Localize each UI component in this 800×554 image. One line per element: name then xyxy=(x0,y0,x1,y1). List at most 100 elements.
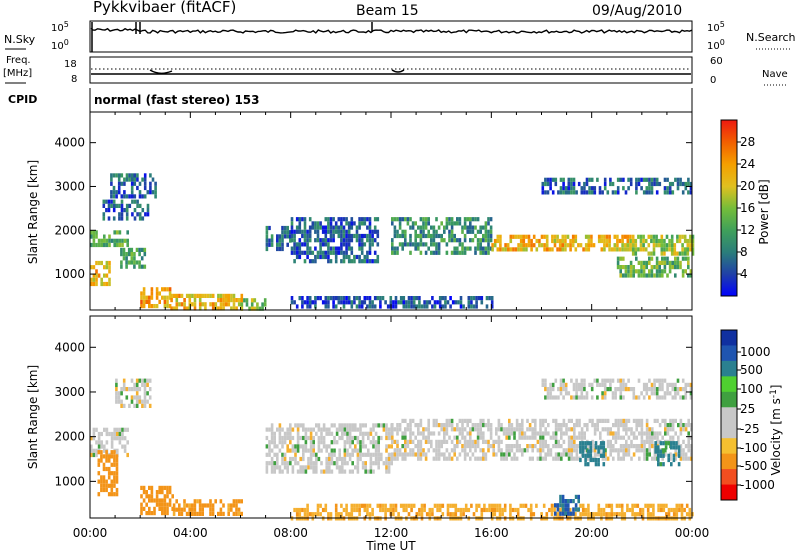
data-cell xyxy=(466,431,469,436)
data-cell xyxy=(686,238,690,244)
data-cell xyxy=(561,503,565,508)
data-cell xyxy=(399,503,403,508)
data-cell xyxy=(291,465,295,470)
data-cell xyxy=(141,382,144,387)
data-cell xyxy=(614,190,617,195)
data-cell xyxy=(655,265,659,270)
data-cell xyxy=(570,378,573,383)
data-cell xyxy=(355,254,359,260)
data-cell xyxy=(355,304,359,309)
data-cell xyxy=(483,507,486,513)
colorbar-band xyxy=(721,193,737,195)
data-cell xyxy=(353,296,356,301)
data-cell xyxy=(342,254,346,260)
data-cell xyxy=(309,456,313,462)
colorbar-band xyxy=(721,219,737,221)
colorbar-band xyxy=(721,221,737,223)
data-cell xyxy=(343,431,347,436)
data-cell xyxy=(661,387,664,392)
data-cell xyxy=(117,177,121,182)
data-cell xyxy=(577,387,581,392)
data-cell xyxy=(150,498,154,503)
data-cell xyxy=(604,456,607,461)
data-cell xyxy=(406,423,410,428)
colorbar-band xyxy=(721,230,737,232)
data-cell xyxy=(118,238,122,243)
velocity-colorbar-title: Velocity [m s-1] xyxy=(769,385,783,476)
data-cell xyxy=(391,250,394,255)
data-cell xyxy=(281,456,284,462)
data-cell xyxy=(655,395,659,400)
data-cell xyxy=(295,304,299,309)
colorbar-band xyxy=(721,271,737,273)
data-cell xyxy=(422,217,425,222)
data-cell xyxy=(589,453,593,458)
data-cell xyxy=(487,242,490,247)
data-cell xyxy=(97,471,101,476)
data-cell xyxy=(224,298,228,303)
data-cell xyxy=(385,423,388,428)
data-cell xyxy=(443,427,446,432)
data-cell xyxy=(502,456,506,461)
data-cell xyxy=(355,296,359,301)
data-cell xyxy=(605,512,608,517)
data-cell xyxy=(432,238,436,243)
data-cell xyxy=(308,246,312,251)
data-cell xyxy=(580,387,584,392)
data-cell xyxy=(112,203,116,208)
data-cell xyxy=(561,507,565,512)
data-cell xyxy=(317,423,321,428)
data-cell xyxy=(625,448,628,453)
colorbar-band xyxy=(721,200,737,202)
data-cell xyxy=(188,302,192,307)
colorbar-tick-label: 28 xyxy=(740,135,755,149)
data-cell xyxy=(382,427,386,432)
data-cell xyxy=(265,234,269,239)
data-cell xyxy=(516,512,520,517)
data-cell xyxy=(161,502,164,507)
data-cell xyxy=(309,427,313,432)
velocity-panel-frame xyxy=(89,315,693,519)
data-cell xyxy=(637,177,641,182)
data-cell xyxy=(369,431,373,436)
data-cell xyxy=(666,382,669,387)
data-cell xyxy=(596,382,599,387)
data-cell xyxy=(636,512,640,517)
data-cell xyxy=(651,456,654,461)
data-cell xyxy=(401,233,404,239)
data-cell xyxy=(328,469,331,474)
data-cell xyxy=(308,512,312,517)
data-cell xyxy=(645,439,649,444)
data-cell xyxy=(572,190,576,195)
data-cell xyxy=(531,448,534,453)
data-cell xyxy=(387,469,391,474)
data-cell xyxy=(498,503,502,508)
data-cell xyxy=(662,507,666,513)
data-cell xyxy=(420,503,424,508)
data-cell xyxy=(509,238,513,244)
data-cell xyxy=(458,452,462,457)
data-cell xyxy=(544,427,547,432)
data-cell xyxy=(100,475,103,480)
data-cell xyxy=(342,233,346,239)
data-cell xyxy=(497,448,501,453)
data-cell xyxy=(586,453,590,458)
data-cell xyxy=(328,452,331,457)
data-cell xyxy=(414,229,417,234)
data-cell xyxy=(343,448,347,453)
data-cell xyxy=(130,395,134,400)
data-cell xyxy=(544,418,547,423)
data-cell xyxy=(374,431,378,436)
colorbar-band xyxy=(721,228,737,230)
data-cell xyxy=(155,287,159,292)
data-cell xyxy=(510,456,514,461)
data-cell xyxy=(110,203,113,208)
noise-panel: N.Sky 105 100 105 100 N.Search xyxy=(4,20,796,53)
data-cell xyxy=(570,444,573,449)
data-cell xyxy=(668,181,672,187)
data-cell xyxy=(140,299,143,304)
data-cell xyxy=(678,507,681,513)
data-cell xyxy=(528,423,532,428)
data-cell xyxy=(222,293,225,298)
data-cell xyxy=(681,247,684,252)
